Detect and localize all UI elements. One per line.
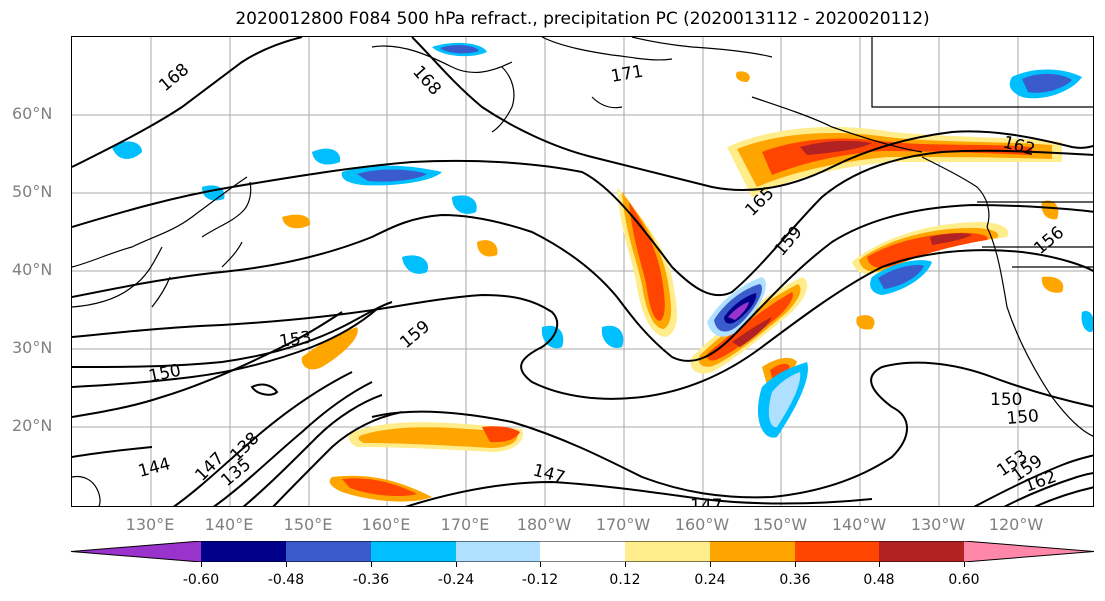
colorbar-tick-label: 0.36 [779, 572, 811, 588]
contour-label: 171 [609, 62, 644, 87]
lon-label: 120°W [988, 515, 1044, 534]
colorbar-tick-label: 0.60 [948, 572, 980, 588]
colorbar-tick-label: -0.36 [352, 572, 390, 588]
lat-label-20n: 20°N [12, 416, 53, 435]
colorbar-segment [879, 541, 964, 562]
lon-label: 130°E [125, 515, 175, 534]
precip-negative-shading [112, 42, 1093, 438]
colorbar-tick-label: -0.12 [521, 572, 559, 588]
contour-label: 168 [408, 62, 445, 99]
colorbar-segment [625, 541, 710, 562]
map-canvas: 168 168 171 165 159 162 156 153 159 150 … [72, 37, 1093, 507]
lon-label: 180°W [516, 515, 572, 534]
colorbar-tick-label: -0.48 [267, 572, 305, 588]
colorbar-segment [540, 541, 625, 562]
colorbar-max-extend [964, 541, 1094, 562]
lon-label: 130°W [910, 515, 966, 534]
map-panel: 168 168 171 165 159 162 156 153 159 150 … [71, 36, 1094, 507]
lat-label-60n: 60°N [12, 104, 53, 123]
coastlines [72, 37, 1093, 506]
map-title: 2020012800 F084 500 hPa refract., precip… [235, 9, 930, 29]
refractivity-contours [72, 37, 1093, 506]
lon-label: 140°W [831, 515, 887, 534]
lon-label: 170°W [595, 515, 651, 534]
lon-label: 160°E [361, 515, 411, 534]
precip-positive-shading [282, 71, 1064, 502]
colorbar-segment [710, 541, 795, 562]
lon-label: 140°E [204, 515, 254, 534]
colorbar-min-extend [71, 541, 201, 562]
colorbar-tick-label: 0.24 [694, 572, 726, 588]
contour-label: 144 [136, 454, 173, 482]
contour-labels: 168 168 171 165 159 162 156 153 159 150 … [136, 60, 1068, 507]
contour-label: 147 [531, 461, 568, 489]
colorbar-tick-label: 0.48 [863, 572, 895, 588]
contour-label: 150 [990, 390, 1022, 410]
colorbar [71, 541, 1094, 562]
lat-label-50n: 50°N [12, 182, 53, 201]
lon-label: 160°W [674, 515, 730, 534]
colorbar-segment [456, 541, 540, 562]
colorbar-tick-label: 0.12 [609, 572, 641, 588]
colorbar-segment [371, 541, 456, 562]
contour-label: 147 [690, 496, 722, 507]
contour-label: 150 [1006, 406, 1040, 429]
colorbar-segment [795, 541, 879, 562]
lon-label: 150°W [752, 515, 808, 534]
lat-label-40n: 40°N [12, 260, 53, 279]
colorbar-tick-label: -0.60 [182, 572, 220, 588]
contour-label: 168 [155, 60, 193, 96]
lat-label-30n: 30°N [12, 338, 53, 357]
colorbar-segment [201, 541, 286, 562]
colorbar-tick-label: -0.24 [437, 572, 475, 588]
contour-label: 159 [396, 317, 434, 353]
lon-label: 170°E [440, 515, 490, 534]
contour-label: 153 [278, 328, 313, 352]
colorbar-segment [286, 541, 371, 562]
lon-label: 150°E [283, 515, 333, 534]
contour-label: 159 [771, 222, 807, 260]
contour-label: 150 [147, 361, 183, 387]
